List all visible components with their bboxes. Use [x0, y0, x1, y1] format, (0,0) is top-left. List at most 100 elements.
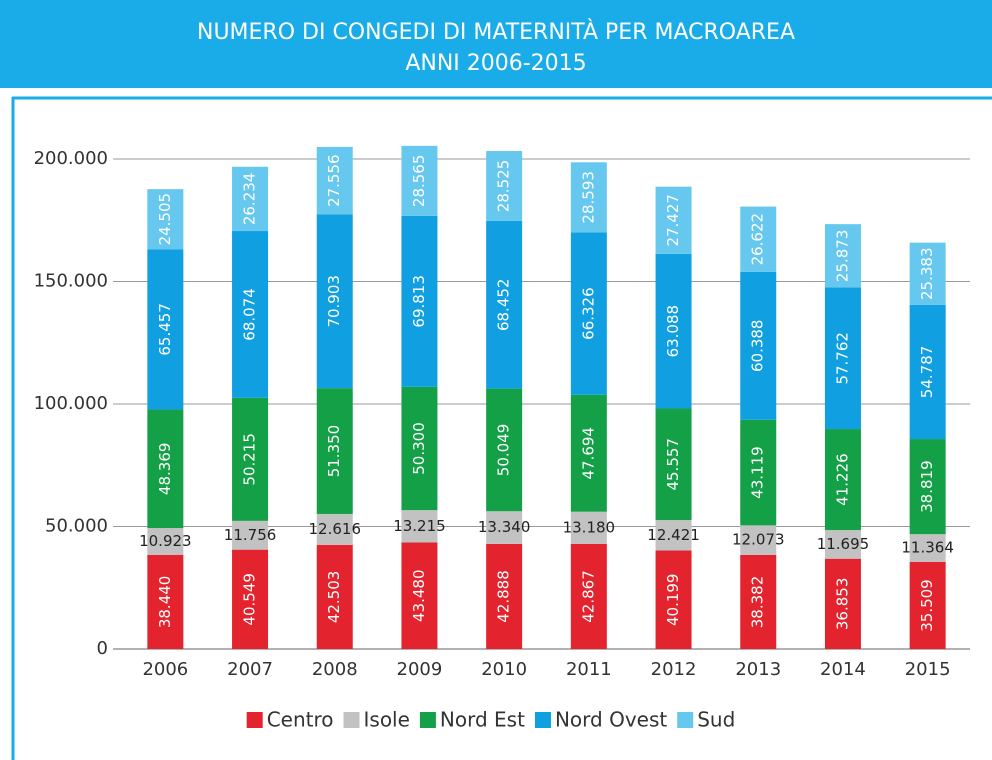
value-label: 48.369: [156, 443, 174, 496]
value-label: 50.215: [241, 433, 259, 486]
bar-segment: [316, 513, 353, 545]
y-tick-label: 0: [97, 638, 108, 659]
bar-segment: [655, 408, 692, 521]
legend-swatch: [246, 712, 263, 728]
value-label: 54.787: [918, 346, 936, 399]
value-label: 51.350: [325, 425, 343, 478]
bar-segment: [740, 554, 777, 649]
value-label: 12.616: [309, 520, 362, 538]
value-label: 24.505: [156, 193, 174, 246]
bar-segment: [740, 206, 777, 272]
title-bar: [0, 0, 992, 88]
bar-segment: [909, 439, 946, 535]
value-label: 13.180: [563, 518, 616, 536]
value-label: 60.388: [749, 320, 767, 373]
bar-segment: [401, 542, 438, 649]
value-label: 11.364: [901, 539, 954, 557]
bar-segment: [740, 271, 777, 420]
bar-segment: [232, 397, 269, 521]
legend-label: Nord Est: [440, 708, 525, 732]
value-label: 63.088: [664, 305, 682, 358]
bar-segment: [655, 550, 692, 649]
bar-segment: [486, 511, 523, 544]
value-label: 11.695: [817, 535, 870, 553]
bar-segment: [232, 549, 269, 649]
value-label: 68.074: [241, 288, 259, 341]
value-label: 38.819: [918, 460, 936, 513]
bar-segment: [570, 232, 607, 395]
value-label: 26.622: [749, 213, 767, 266]
value-label: 28.565: [410, 155, 428, 208]
value-label: 25.873: [833, 230, 851, 283]
bar-segment: [147, 409, 184, 529]
bar-segment: [824, 224, 861, 288]
value-label: 11.756: [224, 526, 277, 544]
legend-swatch: [534, 712, 551, 728]
value-label: 38.440: [156, 576, 174, 629]
x-tick-label: 2015: [905, 659, 951, 680]
x-tick-label: 2009: [397, 659, 443, 680]
bar-segment: [401, 386, 438, 511]
bar-segment: [570, 511, 607, 544]
value-label: 42.503: [325, 571, 343, 624]
value-label: 12.421: [647, 526, 700, 544]
bar-segment: [316, 544, 353, 649]
bar-segment: [909, 562, 946, 649]
y-tick-label: 100.000: [34, 393, 108, 414]
bar-segment: [570, 162, 607, 233]
value-label: 42.888: [495, 570, 513, 623]
value-label: 45.557: [664, 438, 682, 491]
bar-segment: [232, 231, 269, 398]
value-label: 27.427: [664, 194, 682, 247]
bar-segment: [401, 215, 438, 387]
bar-segment: [655, 186, 692, 254]
chart-subtitle: ANNI 2006-2015: [405, 51, 586, 76]
bar-segment: [401, 145, 438, 216]
value-label: 27.556: [325, 154, 343, 207]
bar-segment: [570, 394, 607, 512]
legend-label: Isole: [364, 708, 410, 732]
bar-segment: [147, 528, 184, 555]
bar-segment: [316, 146, 353, 215]
bar-segment: [570, 543, 607, 649]
legend-label: Sud: [697, 708, 735, 732]
value-label: 12.073: [732, 531, 785, 549]
value-label: 13.340: [478, 518, 531, 536]
bar-segment: [909, 242, 946, 305]
x-tick-label: 2008: [312, 659, 358, 680]
bar-segment: [909, 304, 946, 440]
bar-segment: [740, 525, 777, 555]
value-label: 25.383: [918, 247, 936, 300]
x-tick-label: 2006: [142, 659, 188, 680]
chart-title: NUMERO DI CONGEDI DI MATERNITÀ PER MACRO…: [197, 19, 795, 45]
bar-segment: [147, 249, 184, 410]
legend-swatch: [343, 712, 360, 728]
value-label: 47.694: [579, 427, 597, 480]
y-tick-label: 150.000: [34, 271, 108, 292]
value-label: 65.457: [156, 303, 174, 356]
value-label: 35.509: [918, 579, 936, 632]
bar-segment: [316, 214, 353, 389]
legend-swatch: [677, 712, 694, 728]
value-label: 10.923: [139, 532, 192, 550]
bar-segment: [401, 510, 438, 543]
x-tick-label: 2014: [820, 659, 866, 680]
bar-segment: [824, 287, 861, 430]
bar-segment: [655, 520, 692, 551]
value-label: 42.867: [579, 570, 597, 623]
value-label: 40.199: [664, 574, 682, 627]
bar-segment: [824, 429, 861, 531]
value-label: 57.762: [833, 332, 851, 385]
value-label: 70.903: [325, 275, 343, 328]
value-label: 28.593: [579, 171, 597, 224]
value-label: 68.452: [495, 279, 513, 332]
x-tick-label: 2007: [227, 659, 273, 680]
bar-segment: [232, 166, 269, 232]
bar-segment: [486, 388, 523, 512]
bar-segment: [824, 530, 861, 559]
legend-label: Centro: [267, 708, 334, 732]
bar-segment: [486, 543, 523, 649]
x-tick-label: 2011: [566, 659, 612, 680]
